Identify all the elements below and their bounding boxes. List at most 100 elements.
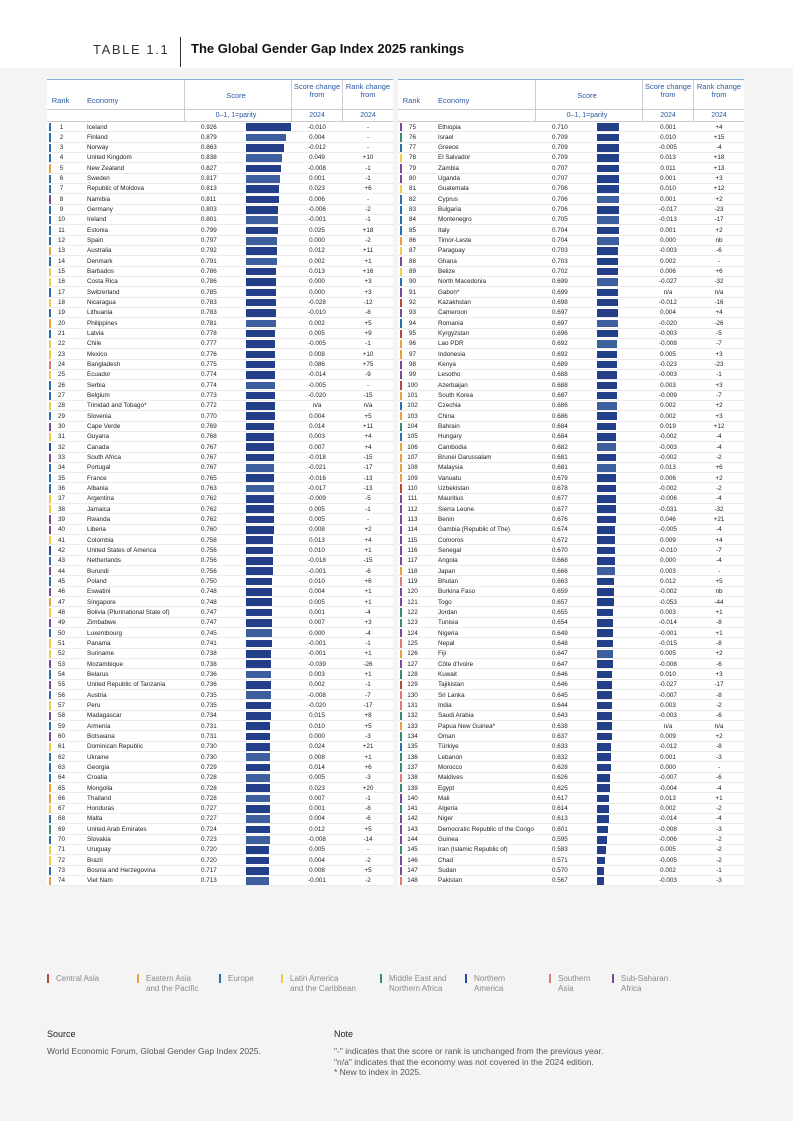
score-cell: 0.617 xyxy=(552,794,568,802)
legend-item: Sub-Saharan Africa xyxy=(612,974,668,993)
economy-cell: Estonia xyxy=(87,226,109,234)
region-marker xyxy=(49,370,51,380)
rank-change-cell: +2 xyxy=(715,195,723,203)
economy-cell: China xyxy=(438,412,455,420)
score-change-cell: 0.003 xyxy=(309,433,325,441)
region-marker xyxy=(49,401,51,411)
score-bar xyxy=(246,866,269,875)
score-cell: 0.649 xyxy=(552,629,568,637)
region-marker xyxy=(400,546,402,555)
economy-cell: United Kingdom xyxy=(87,154,132,162)
table-row: 138 Maldives 0.626 -0.007 -6 xyxy=(398,773,744,783)
score-bar xyxy=(246,288,277,297)
economy-cell: Ireland xyxy=(87,216,107,224)
rank-cell: 62 xyxy=(57,753,65,761)
rank-cell: 63 xyxy=(57,763,65,771)
score-bar xyxy=(597,205,619,214)
score-cell: 0.747 xyxy=(201,608,217,616)
score-change-cell: -0.002 xyxy=(659,588,677,596)
score-cell: 0.644 xyxy=(552,701,568,709)
rank-change-cell: -6 xyxy=(716,774,722,782)
score-cell: 0.735 xyxy=(201,701,217,709)
region-marker xyxy=(400,556,402,566)
region-marker xyxy=(49,649,51,659)
region-marker xyxy=(49,195,51,204)
score-bar xyxy=(246,319,276,328)
score-bar xyxy=(597,608,614,617)
legend-label: Sub-Saharan xyxy=(621,974,669,983)
rank-cell: 81 xyxy=(408,185,416,193)
economy-cell: Jordan xyxy=(438,608,458,616)
region-marker xyxy=(49,174,51,183)
score-change-cell: 0.005 xyxy=(309,846,325,854)
table-row: 52 Suriname 0.738 -0.001 +1 xyxy=(47,649,393,660)
score-bar xyxy=(246,484,274,493)
rank-cell: 78 xyxy=(408,154,416,162)
table-row: 107 Brunei Darussalam 0.681 -0.002 -2 xyxy=(398,453,744,463)
rank-change-cell: nb xyxy=(715,237,723,245)
score-cell: 0.727 xyxy=(201,815,217,823)
score-bar xyxy=(597,257,619,266)
score-cell: 0.625 xyxy=(552,784,568,792)
rank-change-cell: - xyxy=(366,846,370,854)
score-cell: 0.769 xyxy=(201,423,217,431)
region-marker xyxy=(49,618,51,628)
score-cell: 0.730 xyxy=(201,753,217,761)
score-bar xyxy=(246,763,271,772)
score-change-cell: -0.020 xyxy=(308,701,326,709)
score-bar xyxy=(597,732,612,741)
score-cell: 0.703 xyxy=(552,247,568,255)
rank-change-cell: +2 xyxy=(715,474,723,482)
rank-change-cell: -12 xyxy=(363,299,373,307)
region-marker xyxy=(400,298,402,307)
score-cell: 0.659 xyxy=(552,588,568,596)
score-bar xyxy=(597,329,618,338)
region-marker xyxy=(400,732,402,741)
score-bar xyxy=(597,670,613,679)
score-cell: 0.747 xyxy=(201,619,217,627)
region-marker xyxy=(400,567,402,576)
economy-cell: Uruguay xyxy=(87,846,111,854)
economy-cell: Bolivia (Plurinational State of) xyxy=(87,608,170,616)
score-cell: 0.672 xyxy=(552,536,568,544)
region-marker xyxy=(49,288,51,297)
score-change-cell: n/a xyxy=(663,722,673,730)
rank-cell: 71 xyxy=(57,846,65,854)
rank-cell: 114 xyxy=(407,526,418,534)
score-bar xyxy=(246,298,276,307)
score-cell: 0.738 xyxy=(201,650,217,658)
rank-cell: 7 xyxy=(59,185,64,193)
economy-cell: Australia xyxy=(87,247,112,255)
score-cell: 0.614 xyxy=(552,805,568,813)
score-bar xyxy=(597,639,613,648)
score-change-cell: 0.005 xyxy=(660,350,676,358)
economy-cell: Germany xyxy=(87,206,113,214)
header-rank: Rank xyxy=(51,96,70,105)
rank-change-cell: +6 xyxy=(364,577,372,585)
score-cell: 0.768 xyxy=(201,433,217,441)
score-bar xyxy=(246,660,272,668)
rank-cell: 143 xyxy=(407,825,418,833)
score-bar xyxy=(246,505,274,514)
economy-cell: Lebanon xyxy=(438,753,463,761)
region-marker xyxy=(400,608,402,617)
rank-cell: 2 xyxy=(59,133,64,141)
table-row: 46 Eswatini 0.748 0.004 +1 xyxy=(47,587,393,598)
rank-cell: 126 xyxy=(407,650,418,658)
rank-change-cell: -1 xyxy=(365,681,371,689)
table-row: 106 Cambodia 0.682 -0.003 -4 xyxy=(398,442,744,453)
rank-change-cell: +3 xyxy=(364,278,372,286)
score-bar xyxy=(597,123,620,131)
table-row: 44 Burundi 0.756 -0.001 -6 xyxy=(47,566,393,577)
score-change-cell: 0.004 xyxy=(309,856,325,864)
rank-change-cell: -7 xyxy=(716,392,722,400)
score-cell: 0.626 xyxy=(552,774,568,782)
score-cell: 0.745 xyxy=(201,629,217,637)
score-cell: 0.679 xyxy=(552,474,568,482)
table-row: 123 Tunisia 0.654 -0.014 -8 xyxy=(398,618,744,629)
score-cell: 0.704 xyxy=(552,226,568,234)
rank-change-cell: +4 xyxy=(715,309,723,317)
score-change-cell: -0.012 xyxy=(659,743,677,751)
region-marker xyxy=(400,267,402,276)
legend-item: Southern Asia xyxy=(549,974,590,993)
